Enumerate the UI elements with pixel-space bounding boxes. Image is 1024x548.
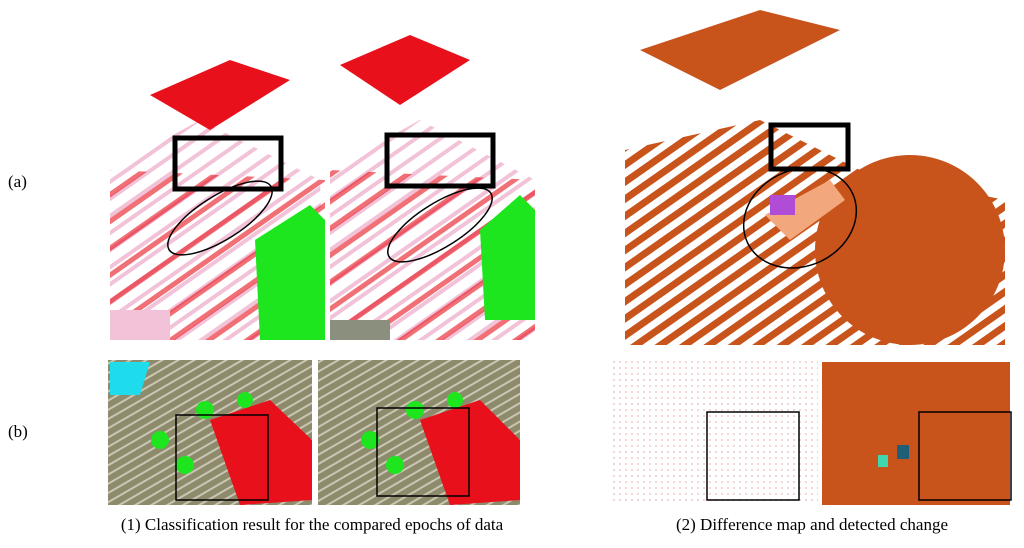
panel-a1 xyxy=(110,60,325,340)
panel-a2 xyxy=(330,35,535,340)
row-label: (a) xyxy=(8,172,27,191)
panel-b1 xyxy=(108,360,312,505)
panel-b4 xyxy=(822,362,1012,505)
caption: (2) Difference map and detected change xyxy=(676,515,948,534)
panel-a3 xyxy=(625,10,1005,345)
row-label: (b) xyxy=(8,422,28,441)
caption: (1) Classification result for the compar… xyxy=(121,515,504,534)
panel-b3 xyxy=(612,360,818,505)
panel-b2 xyxy=(318,360,520,505)
